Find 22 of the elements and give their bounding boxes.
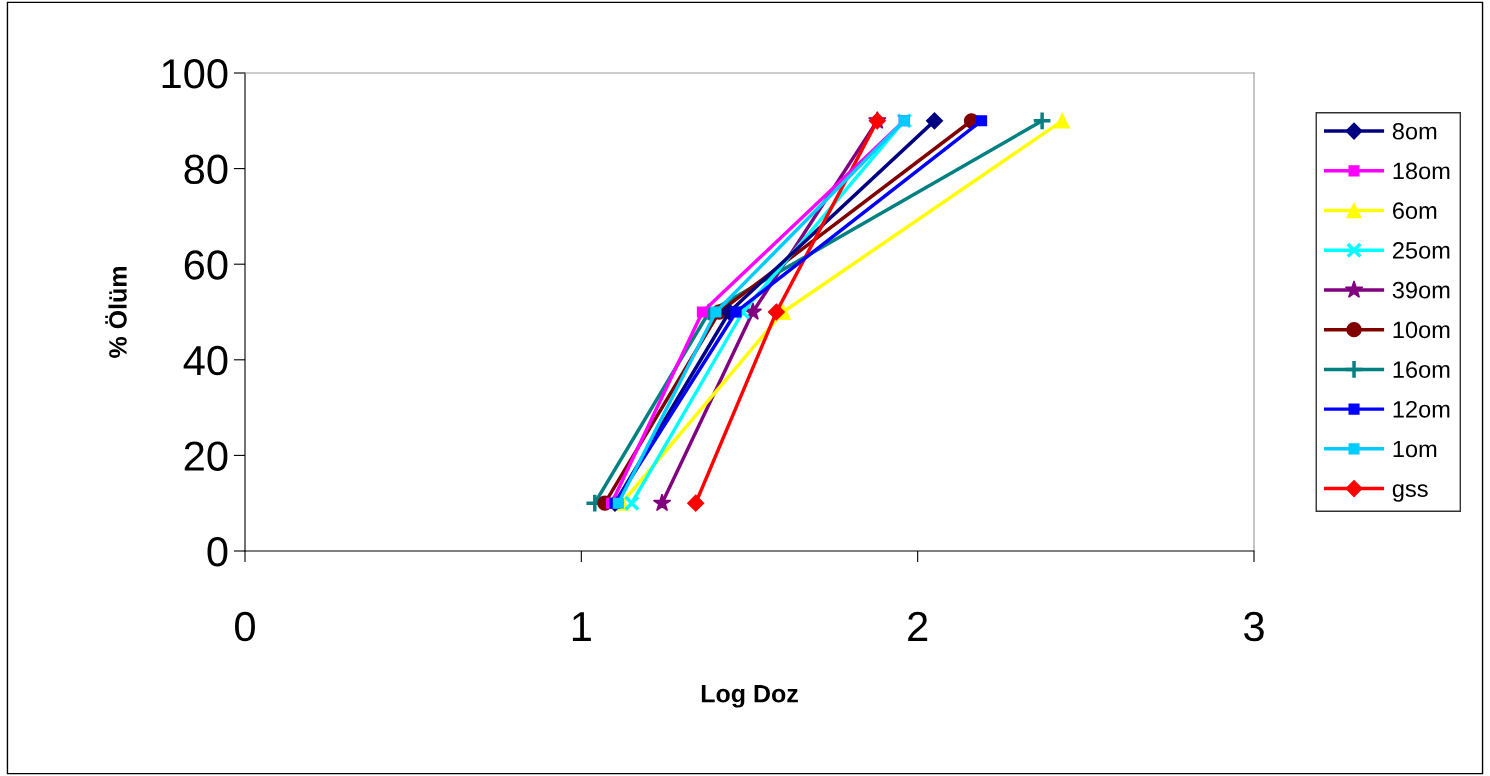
y-axis-title: % Ölüm	[105, 267, 127, 358]
y-tick-label: 80	[184, 154, 228, 185]
legend-label: 1om	[1393, 440, 1437, 458]
x-tick-label: 3	[1244, 611, 1264, 642]
y-tick-label: 40	[183, 345, 228, 376]
legend-label: 10om	[1393, 321, 1450, 339]
x-tick-label: 1	[572, 612, 591, 641]
x-tick-label: 2	[908, 611, 928, 641]
legend-label: 16om	[1393, 361, 1450, 378]
x-axis-title: Log Doz	[701, 685, 798, 708]
legend-label: 6om	[1393, 202, 1437, 220]
legend-label: 25om	[1393, 242, 1450, 259]
y-tick-label: 60	[184, 250, 228, 280]
x-tick-label: 0	[235, 611, 255, 642]
legend-label: 12om	[1393, 400, 1450, 418]
y-tick-label: 0	[207, 537, 228, 567]
y-tick-label: 20	[184, 441, 228, 471]
legend-label: 39om	[1392, 281, 1450, 299]
legend-label: gss	[1392, 484, 1428, 502]
y-tick-label: 100	[162, 59, 228, 89]
legend-label: 18om	[1393, 162, 1450, 180]
legend-label: 8om	[1392, 122, 1437, 140]
